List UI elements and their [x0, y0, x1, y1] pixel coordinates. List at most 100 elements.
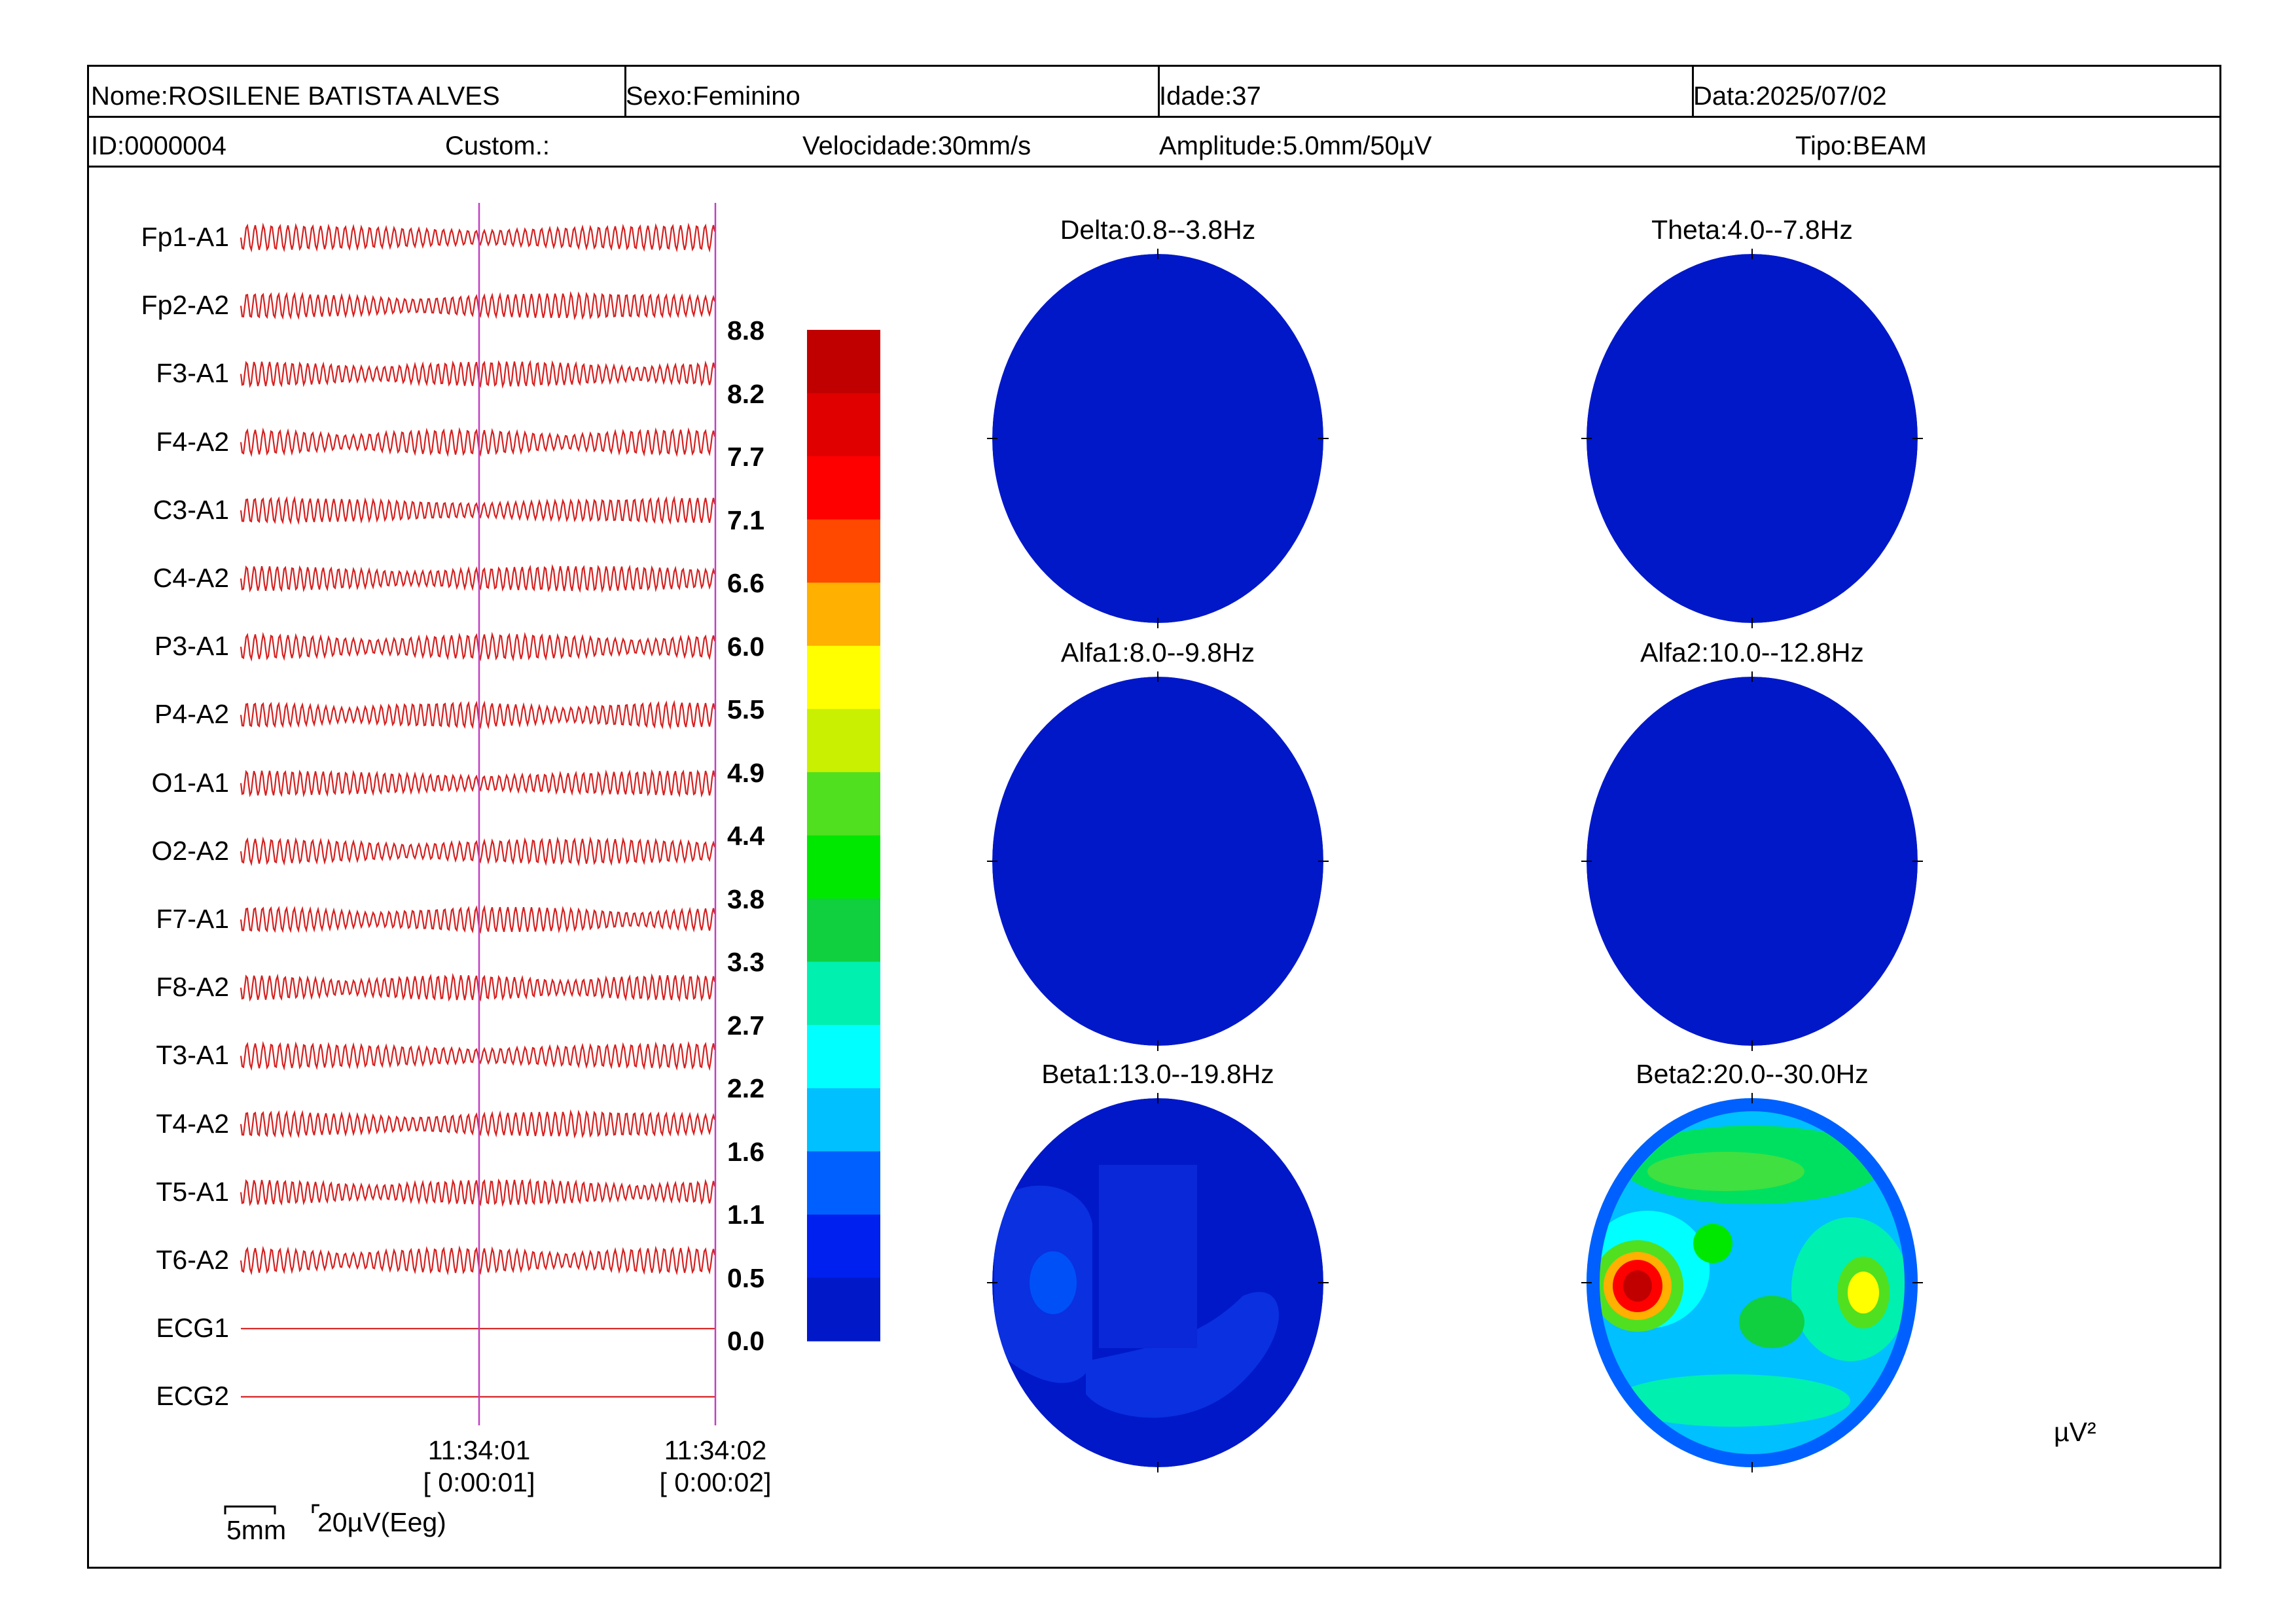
channel-label: F7-A1: [156, 904, 229, 934]
topomap: [1587, 677, 1918, 1046]
eeg-trace: [240, 972, 716, 1003]
topomap: [992, 1098, 1323, 1467]
time-scale-label: 5mm: [226, 1515, 287, 1545]
header-col-divider: [1158, 67, 1160, 117]
channel-label: C4-A2: [152, 563, 229, 593]
amplitude-setting: Amplitude:5.0mm/50µV: [1159, 132, 1432, 160]
topomap-region: [1615, 1374, 1850, 1427]
channel-label: ECG2: [156, 1381, 229, 1412]
color-scale-label: 6.0: [727, 631, 764, 662]
topomap: [992, 677, 1323, 1046]
eeg-trace: [240, 563, 716, 594]
topomap: [992, 254, 1323, 623]
header-divider-2: [89, 166, 2219, 168]
unit-label: µV²: [2054, 1417, 2096, 1447]
color-scale-swatch: [807, 1151, 880, 1215]
topomap-head: [1587, 677, 1918, 1046]
map-title: Beta2:20.0--30.0Hz: [1636, 1059, 1869, 1089]
color-scale-swatch: [807, 519, 880, 583]
eeg-trace: [240, 1109, 716, 1139]
eeg-trace: [240, 1245, 716, 1275]
color-scale-label: 1.1: [727, 1200, 764, 1230]
color-scale-label: 5.5: [727, 694, 764, 724]
time-mark-2-elapsed: [ 0:00:02]: [659, 1467, 772, 1498]
channel-label: F8-A2: [156, 972, 229, 1003]
color-scale-label: 8.8: [727, 315, 764, 346]
color-scale-label: 8.2: [727, 378, 764, 409]
color-scale-label: 4.4: [727, 821, 764, 851]
eeg-trace: [240, 359, 716, 389]
eeg-trace: [240, 769, 716, 798]
color-scale-swatch: [807, 1025, 880, 1089]
topomap: [1587, 254, 1918, 623]
eeg-trace: [240, 836, 716, 866]
color-scale-label: 7.1: [727, 505, 764, 535]
map-title: Alfa2:10.0--12.8Hz: [1640, 637, 1864, 668]
color-scale-swatch: [807, 393, 880, 457]
topomap-head: [992, 677, 1323, 1046]
color-scale-swatch: [807, 961, 880, 1026]
map-title: Beta1:13.0--19.8Hz: [1041, 1059, 1274, 1089]
channel-label: Fp2-A2: [141, 290, 229, 321]
color-scale-swatch: [807, 1214, 880, 1279]
map-title: Theta:4.0--7.8Hz: [1651, 215, 1853, 245]
time-mark-1-clock: 11:34:01: [427, 1435, 531, 1465]
color-scale-label: 7.7: [727, 442, 764, 472]
color-scale-swatch: [807, 456, 880, 520]
color-scale-label: 3.8: [727, 883, 764, 914]
color-scale-label: 2.7: [727, 1010, 764, 1041]
time-mark-2-clock: 11:34:02: [664, 1435, 767, 1465]
topomap-region: [1030, 1251, 1077, 1314]
topomap-region: [1739, 1296, 1804, 1348]
channel-label: Fp1-A1: [141, 222, 229, 252]
custom-field: Custom.:: [445, 132, 550, 160]
channel-label: P3-A1: [154, 631, 229, 662]
topomap-head: [1587, 254, 1918, 623]
amp-scale-label: 20µV(Eeg): [317, 1507, 446, 1537]
channel-label: T3-A1: [156, 1040, 229, 1071]
color-scale-bar: [807, 330, 880, 1342]
channel-label: T4-A2: [156, 1108, 229, 1139]
color-scale-label: 0.0: [727, 1326, 764, 1356]
topomap-region: [1693, 1224, 1732, 1263]
channel-label: T5-A1: [156, 1176, 229, 1207]
time-mark-2: 11:34:02 [ 0:00:02]: [660, 1435, 772, 1499]
exam-date: Data:2025/07/02: [1693, 82, 1887, 111]
topomap: [1587, 1098, 1918, 1467]
topomap-region: [1848, 1272, 1879, 1313]
patient-sex: Sexo:Feminino: [626, 82, 800, 111]
color-scale-swatch: [807, 645, 880, 709]
report-frame: [87, 65, 2221, 1569]
eeg-trace: [240, 427, 716, 457]
channel-label: P4-A2: [154, 699, 229, 730]
color-scale-swatch: [807, 835, 880, 899]
calibration-bars: [224, 1504, 319, 1514]
channel-label: ECG1: [156, 1313, 229, 1344]
patient-id: ID:0000004: [91, 132, 226, 160]
eeg-trace: [240, 223, 716, 253]
topomap-region: [1623, 1270, 1652, 1302]
time-mark-1: 11:34:01 [ 0:00:01]: [423, 1435, 535, 1499]
channel-label: O1-A1: [151, 767, 230, 798]
topomap-head: [992, 254, 1323, 623]
eeg-trace: [240, 1178, 716, 1207]
color-scale-label: 2.2: [727, 1073, 764, 1103]
channel-label: F3-A1: [156, 358, 229, 389]
color-scale-swatch: [807, 709, 880, 773]
eeg-trace: [240, 291, 716, 321]
eeg-trace: [240, 632, 716, 662]
header-col-divider: [624, 67, 626, 117]
channel-label: C3-A1: [152, 494, 229, 525]
color-scale-swatch: [807, 582, 880, 647]
color-scale-label: 3.3: [727, 947, 764, 977]
channel-label: O2-A2: [151, 835, 230, 866]
eeg-trace: [240, 1041, 716, 1071]
map-title: Delta:0.8--3.8Hz: [1060, 215, 1256, 245]
exam-type: Tipo:BEAM: [1795, 132, 1927, 160]
eeg-trace: [240, 700, 716, 730]
map-title: Alfa1:8.0--9.8Hz: [1060, 637, 1255, 668]
color-scale-label: 4.9: [727, 757, 764, 788]
color-scale-label: 1.6: [727, 1136, 764, 1167]
topomap-region: [1086, 1292, 1279, 1418]
